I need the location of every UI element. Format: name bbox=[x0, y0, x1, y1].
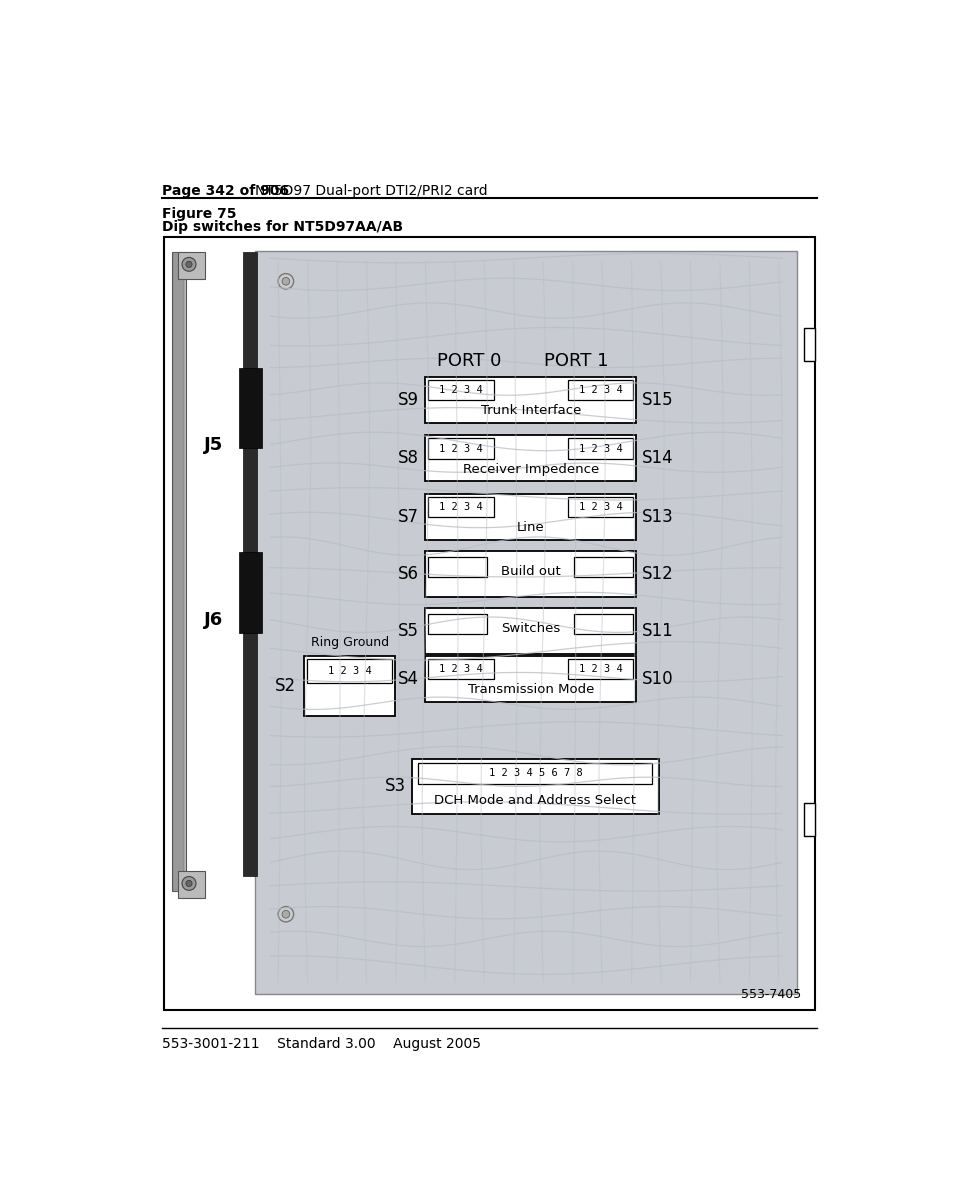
Bar bbox=[173, 254, 184, 889]
Text: Receiver Impedence: Receiver Impedence bbox=[462, 463, 598, 476]
Text: S4: S4 bbox=[397, 670, 418, 688]
Bar bbox=[802, 327, 815, 362]
Text: S3: S3 bbox=[384, 778, 406, 796]
Text: S15: S15 bbox=[641, 391, 673, 409]
Text: Build out: Build out bbox=[500, 565, 560, 578]
Text: Page 342 of 906: Page 342 of 906 bbox=[162, 184, 289, 198]
Circle shape bbox=[278, 274, 294, 288]
Text: Ring Ground: Ring Ground bbox=[311, 636, 389, 649]
Text: S11: S11 bbox=[641, 621, 674, 639]
Text: Transmission Mode: Transmission Mode bbox=[467, 683, 594, 696]
Bar bbox=[425, 376, 636, 423]
Text: 1 2 3 4: 1 2 3 4 bbox=[578, 664, 621, 674]
Text: 1 2 3 4: 1 2 3 4 bbox=[438, 664, 482, 674]
Circle shape bbox=[182, 876, 195, 891]
Bar bbox=[164, 237, 815, 1011]
Bar bbox=[574, 557, 633, 577]
Bar bbox=[418, 762, 652, 784]
Text: J6: J6 bbox=[204, 611, 223, 629]
Bar bbox=[428, 380, 494, 400]
Text: J5: J5 bbox=[204, 435, 223, 453]
Text: S7: S7 bbox=[397, 508, 418, 526]
Text: Line: Line bbox=[517, 520, 544, 534]
Bar bbox=[172, 252, 186, 891]
Bar bbox=[425, 435, 636, 482]
Circle shape bbox=[186, 261, 192, 267]
Text: S10: S10 bbox=[641, 670, 673, 688]
Bar bbox=[428, 496, 494, 517]
Text: 553-3001-211    Standard 3.00    August 2005: 553-3001-211 Standard 3.00 August 2005 bbox=[162, 1037, 480, 1052]
Bar bbox=[178, 252, 205, 279]
Bar bbox=[254, 250, 797, 994]
Bar bbox=[307, 660, 392, 684]
Text: Figure 75: Figure 75 bbox=[162, 208, 236, 221]
Bar bbox=[802, 803, 815, 837]
Text: PORT 1: PORT 1 bbox=[543, 352, 608, 370]
Text: 1 2 3 4: 1 2 3 4 bbox=[578, 502, 621, 512]
Text: Switches: Switches bbox=[500, 621, 559, 635]
Bar bbox=[425, 608, 636, 654]
Bar bbox=[428, 439, 494, 459]
Bar bbox=[303, 655, 395, 715]
Text: NT5D97 Dual-port DTI2/PRI2 card: NT5D97 Dual-port DTI2/PRI2 card bbox=[254, 184, 487, 198]
Text: 1 2 3 4: 1 2 3 4 bbox=[578, 385, 621, 395]
Text: S9: S9 bbox=[397, 391, 418, 409]
Text: Dip switches for NT5D97AA/AB: Dip switches for NT5D97AA/AB bbox=[162, 220, 402, 233]
Text: S12: S12 bbox=[641, 565, 674, 583]
Bar bbox=[178, 871, 205, 898]
Circle shape bbox=[282, 278, 290, 285]
Text: DCH Mode and Address Select: DCH Mode and Address Select bbox=[434, 795, 636, 808]
Text: S14: S14 bbox=[641, 450, 673, 468]
Text: S2: S2 bbox=[274, 677, 295, 695]
Text: 1 2 3 4: 1 2 3 4 bbox=[438, 444, 482, 453]
Bar bbox=[425, 655, 636, 702]
Bar bbox=[428, 659, 494, 679]
Bar bbox=[567, 439, 633, 459]
Circle shape bbox=[186, 880, 192, 887]
Text: 553-7405: 553-7405 bbox=[740, 988, 801, 1001]
Text: 1 2 3 4: 1 2 3 4 bbox=[438, 502, 482, 512]
Text: Trunk Interface: Trunk Interface bbox=[480, 404, 580, 417]
Bar bbox=[428, 614, 487, 635]
Circle shape bbox=[182, 257, 195, 272]
Text: 1 2 3 4: 1 2 3 4 bbox=[438, 385, 482, 395]
Text: S6: S6 bbox=[397, 565, 418, 583]
Bar bbox=[428, 557, 487, 577]
Bar bbox=[567, 380, 633, 400]
Bar bbox=[425, 494, 636, 540]
Bar bbox=[574, 614, 633, 635]
Bar bbox=[567, 659, 633, 679]
Bar bbox=[243, 252, 257, 876]
Text: S13: S13 bbox=[641, 508, 674, 526]
Circle shape bbox=[282, 910, 290, 918]
Text: 1 2 3 4: 1 2 3 4 bbox=[578, 444, 621, 453]
Text: PORT 0: PORT 0 bbox=[436, 352, 501, 370]
Text: S8: S8 bbox=[397, 450, 418, 468]
Bar bbox=[238, 553, 261, 633]
Bar bbox=[412, 758, 658, 814]
Text: 1 2 3 4 5 6 7 8: 1 2 3 4 5 6 7 8 bbox=[488, 768, 581, 778]
Bar bbox=[567, 496, 633, 517]
Text: S5: S5 bbox=[397, 621, 418, 639]
Bar bbox=[238, 368, 261, 448]
Text: 1 2 3 4: 1 2 3 4 bbox=[327, 666, 371, 677]
Circle shape bbox=[278, 906, 294, 922]
Bar bbox=[425, 551, 636, 597]
